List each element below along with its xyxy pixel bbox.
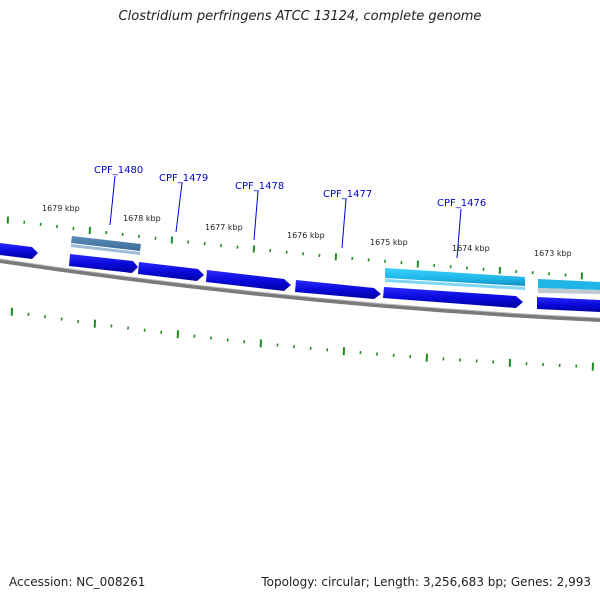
gene-CPF_1476-outer[interactable] [385, 268, 525, 286]
gene-CPF_1477[interactable] [295, 280, 381, 299]
gene-label-CPF_1476[interactable]: CPF_1476 [437, 198, 486, 209]
feature-track-outer [71, 236, 600, 294]
gene-CPF_1481[interactable] [0, 243, 38, 259]
gene-CPF_1480-outer[interactable] [71, 236, 141, 251]
gene-CPF_1476-outer-shade [385, 279, 525, 290]
genome-backbone-highlight [0, 258, 600, 319]
gene-label-CPF_1477[interactable]: CPF_1477 [323, 189, 372, 200]
gene-labels: CPF_1480 CPF_1479 CPF_1478 CPF_1477 CPF_… [94, 165, 486, 209]
ruler-label-1675: 1675 kbp [370, 238, 408, 247]
genome-title: Clostridium perfringens ATCC 13124, comp… [118, 9, 482, 24]
gene-CPF_1480[interactable] [69, 254, 138, 273]
gene-next-outer[interactable] [538, 279, 600, 290]
gene-CPF_1479[interactable] [138, 262, 204, 281]
upper-tick-track [6, 216, 583, 280]
gene-next-outer-shade [538, 288, 600, 294]
gene-CPF_1478[interactable] [206, 270, 291, 291]
ruler-label-1679: 1679 kbp [42, 204, 80, 213]
ruler-label-1673: 1673 kbp [534, 249, 572, 258]
ruler-label-1678: 1678 kbp [123, 214, 161, 223]
genome-backbone [0, 259, 600, 322]
gene-CPF_1476[interactable] [383, 287, 523, 308]
ruler-label-1676: 1676 kbp [287, 231, 325, 240]
gene-label-CPF_1478[interactable]: CPF_1478 [235, 181, 284, 192]
feature-track-forward [0, 243, 600, 312]
accession-label: Accession: NC_008261 [9, 575, 146, 589]
gene-label-CPF_1480[interactable]: CPF_1480 [94, 165, 143, 176]
ruler-label-1677: 1677 kbp [205, 223, 243, 232]
genome-summary: Topology: circular; Length: 3,256,683 bp… [261, 575, 591, 589]
ruler-label-1674: 1674 kbp [452, 244, 490, 253]
gene-CPF_1475[interactable] [537, 297, 600, 312]
gene-label-CPF_1479[interactable]: CPF_1479 [159, 173, 208, 184]
lower-tick-track [10, 307, 594, 371]
ruler-labels: 1679 kbp 1678 kbp 1677 kbp 1676 kbp 1675… [42, 204, 572, 258]
gene-CPF_1480-outer-shade [71, 244, 140, 255]
gene-label-leaders [109, 175, 462, 259]
